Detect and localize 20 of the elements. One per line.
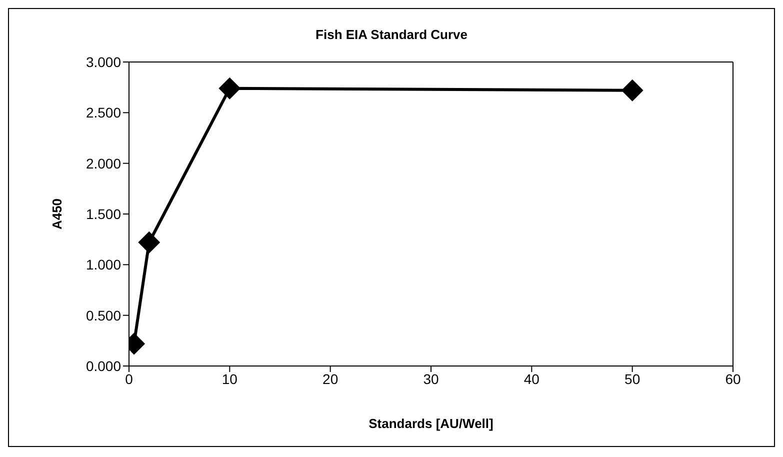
y-tick-label: 0.500	[86, 307, 122, 324]
x-tick-label: 20	[322, 370, 338, 387]
x-tick-label: 0	[125, 370, 134, 387]
point	[621, 79, 644, 102]
y-tick-label: 1.000	[86, 256, 122, 273]
x-tick-label: 10	[222, 370, 238, 387]
x-tick-label: 40	[524, 370, 540, 387]
y-tick-label: 2.000	[86, 155, 122, 172]
y-tick-label: 3.000	[86, 54, 122, 70]
y-axis-title: A450	[50, 198, 65, 230]
chart-title: Fish EIA Standard Curve	[314, 27, 468, 42]
y-tick-label: 2.500	[86, 104, 122, 121]
x-tick-label: 30	[423, 370, 439, 387]
x-tick-label: 60	[725, 370, 741, 387]
point	[138, 231, 160, 254]
y-tick-label: 0.000	[86, 358, 122, 374]
x-tick-label: 50	[624, 370, 640, 387]
x-axis-title: Standards [AU/Well]	[368, 416, 494, 431]
point	[218, 77, 241, 100]
y-tick-label: 1.500	[86, 206, 122, 222]
